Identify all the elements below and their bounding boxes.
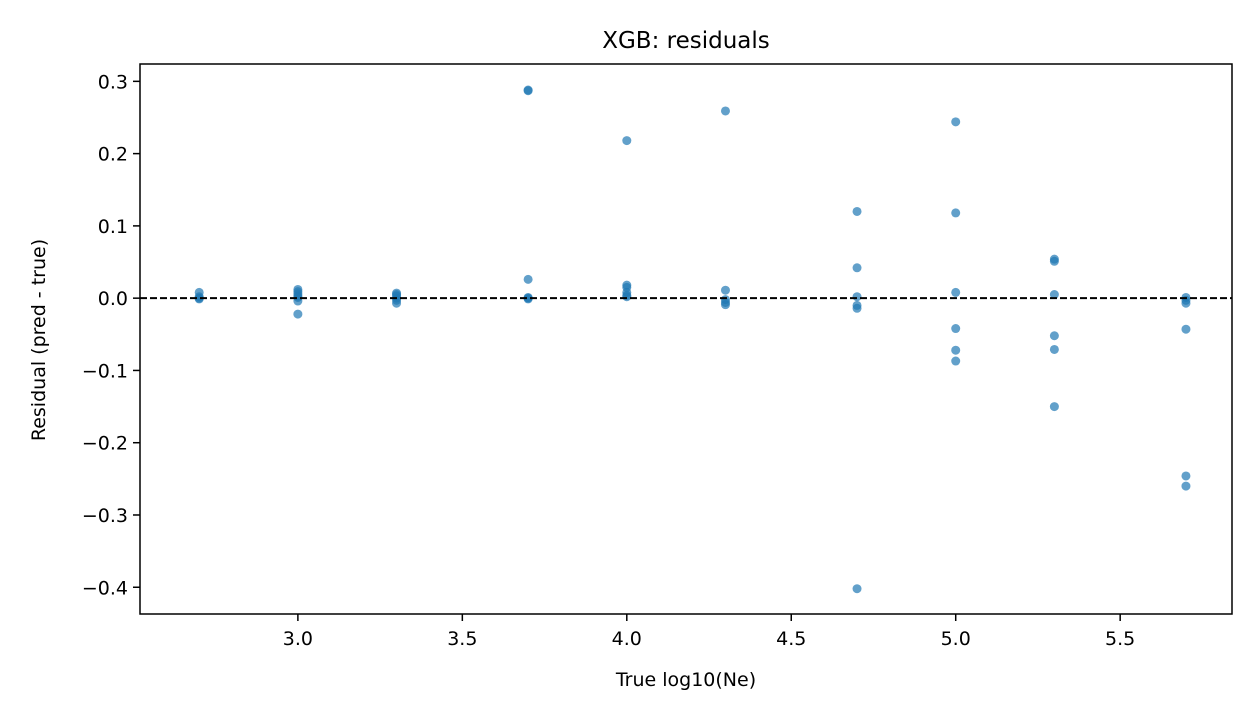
data-point (951, 208, 961, 218)
data-point (852, 263, 862, 273)
data-point (1049, 402, 1059, 412)
data-point (622, 292, 632, 302)
data-point (194, 294, 204, 304)
x-tick-label: 5.0 (941, 628, 971, 650)
data-point (293, 309, 303, 319)
y-tick-label: −0.1 (82, 360, 128, 382)
data-point (523, 274, 533, 284)
data-point (1049, 344, 1059, 354)
data-point (951, 117, 961, 127)
data-point (1181, 481, 1191, 491)
data-point (951, 345, 961, 355)
y-tick-label: −0.2 (82, 433, 128, 455)
points-layer (194, 85, 1191, 594)
data-point (852, 292, 862, 302)
data-point (392, 298, 402, 308)
plot-frame (139, 63, 1233, 615)
data-point (622, 136, 632, 146)
data-point (1181, 471, 1191, 481)
data-point (951, 356, 961, 366)
data-point (1049, 256, 1059, 266)
data-point (951, 287, 961, 297)
y-tick-label: 0.3 (98, 71, 128, 93)
data-point (951, 324, 961, 334)
data-point (852, 584, 862, 594)
y-axis-label: Residual (pred - true) (28, 239, 50, 441)
x-tick-label: 4.5 (776, 628, 806, 650)
data-point (1181, 324, 1191, 334)
x-tick-label: 3.0 (283, 628, 313, 650)
y-tick-label: 0.2 (98, 144, 128, 166)
data-point (720, 285, 730, 295)
data-point (720, 300, 730, 310)
data-point (1049, 331, 1059, 341)
data-point (852, 303, 862, 313)
chart-title: XGB: residuals (602, 28, 770, 54)
data-point (523, 294, 533, 304)
x-axis-ticks: 3.0 3.5 4.0 4.5 5.0 5.5 (283, 614, 1135, 650)
x-tick-label: 3.5 (447, 628, 477, 650)
y-tick-label: 0.1 (98, 216, 128, 238)
x-axis-label: True log10(Ne) (615, 669, 756, 691)
data-point (852, 206, 862, 216)
data-point (523, 86, 533, 96)
data-point (720, 106, 730, 116)
y-tick-label: 0.0 (98, 288, 128, 310)
x-tick-label: 5.5 (1105, 628, 1135, 650)
data-point (1049, 290, 1059, 300)
data-point (1181, 298, 1191, 308)
y-tick-label: −0.4 (82, 577, 128, 599)
x-tick-label: 4.0 (612, 628, 642, 650)
y-tick-label: −0.3 (82, 505, 128, 527)
y-axis-ticks: 0.3 0.2 0.1 0.0 −0.1 −0.2 −0.3 −0.4 (82, 71, 140, 599)
